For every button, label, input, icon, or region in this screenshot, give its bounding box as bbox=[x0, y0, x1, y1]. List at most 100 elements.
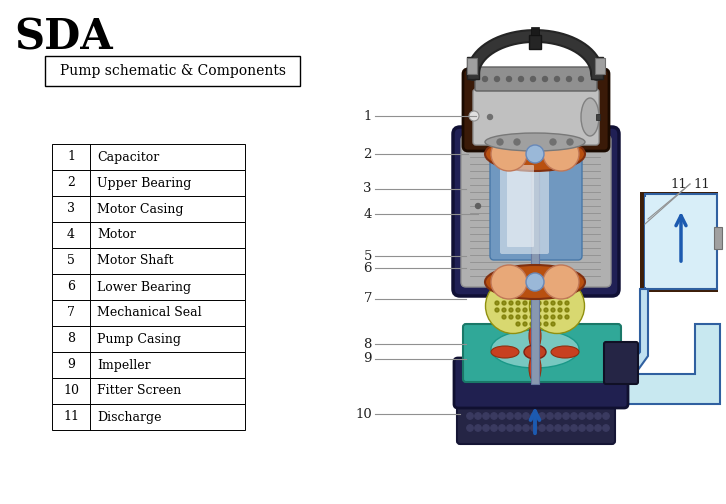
Circle shape bbox=[544, 315, 548, 319]
Circle shape bbox=[491, 425, 497, 431]
Circle shape bbox=[516, 315, 520, 319]
Circle shape bbox=[483, 413, 489, 419]
Text: 6: 6 bbox=[67, 281, 75, 293]
Circle shape bbox=[587, 425, 593, 431]
Circle shape bbox=[555, 425, 561, 431]
Circle shape bbox=[537, 287, 541, 291]
Text: Impeller: Impeller bbox=[97, 358, 150, 371]
Ellipse shape bbox=[491, 346, 519, 358]
FancyBboxPatch shape bbox=[454, 358, 628, 408]
Circle shape bbox=[537, 315, 541, 319]
Circle shape bbox=[514, 139, 520, 145]
FancyBboxPatch shape bbox=[475, 67, 597, 91]
Bar bbox=[596, 114, 600, 120]
Circle shape bbox=[518, 77, 523, 82]
Text: 3: 3 bbox=[67, 203, 75, 216]
Text: 11: 11 bbox=[693, 177, 710, 191]
Circle shape bbox=[516, 322, 520, 326]
Ellipse shape bbox=[529, 354, 541, 382]
Bar bbox=[52, 196, 245, 222]
Circle shape bbox=[551, 315, 555, 319]
Circle shape bbox=[565, 294, 569, 298]
Text: 1: 1 bbox=[67, 151, 75, 163]
Ellipse shape bbox=[526, 145, 544, 163]
Circle shape bbox=[558, 294, 562, 298]
Circle shape bbox=[507, 77, 512, 82]
Circle shape bbox=[499, 413, 505, 419]
Ellipse shape bbox=[485, 133, 585, 151]
Bar bbox=[714, 227, 722, 249]
Circle shape bbox=[544, 287, 548, 291]
Text: 2: 2 bbox=[364, 148, 372, 160]
FancyBboxPatch shape bbox=[604, 342, 638, 384]
Circle shape bbox=[542, 77, 547, 82]
Text: 9: 9 bbox=[364, 352, 372, 365]
Bar bbox=[52, 222, 245, 248]
Circle shape bbox=[523, 294, 527, 298]
Circle shape bbox=[551, 294, 555, 298]
Bar bbox=[52, 170, 245, 196]
Bar bbox=[52, 404, 245, 430]
Text: Capacitor: Capacitor bbox=[97, 151, 159, 163]
Text: 9: 9 bbox=[67, 358, 75, 371]
Bar bbox=[52, 300, 245, 326]
Circle shape bbox=[567, 139, 573, 145]
Text: 4: 4 bbox=[364, 208, 372, 221]
Ellipse shape bbox=[491, 137, 527, 171]
Circle shape bbox=[502, 315, 506, 319]
Circle shape bbox=[579, 413, 585, 419]
Circle shape bbox=[563, 425, 569, 431]
Circle shape bbox=[558, 308, 562, 312]
Circle shape bbox=[523, 322, 527, 326]
Circle shape bbox=[516, 301, 520, 305]
Bar bbox=[640, 192, 718, 292]
Bar bbox=[467, 57, 479, 79]
Circle shape bbox=[555, 77, 560, 82]
Circle shape bbox=[491, 413, 497, 419]
Circle shape bbox=[551, 301, 555, 305]
Circle shape bbox=[516, 308, 520, 312]
Circle shape bbox=[537, 294, 541, 298]
Text: 11: 11 bbox=[670, 177, 687, 191]
Circle shape bbox=[595, 413, 601, 419]
Text: 5: 5 bbox=[364, 249, 372, 263]
Text: Pump schematic & Components: Pump schematic & Components bbox=[60, 64, 285, 78]
Bar bbox=[645, 197, 713, 287]
Text: Fitter Screen: Fitter Screen bbox=[97, 385, 182, 398]
Circle shape bbox=[544, 301, 548, 305]
Polygon shape bbox=[610, 289, 648, 379]
Ellipse shape bbox=[529, 322, 541, 350]
Text: Motor Shaft: Motor Shaft bbox=[97, 255, 174, 268]
Circle shape bbox=[565, 308, 569, 312]
Circle shape bbox=[516, 294, 520, 298]
Ellipse shape bbox=[491, 330, 579, 368]
Circle shape bbox=[497, 139, 503, 145]
Bar bbox=[45, 56, 300, 86]
Circle shape bbox=[509, 301, 513, 305]
Ellipse shape bbox=[526, 273, 544, 291]
Text: 7: 7 bbox=[67, 306, 75, 320]
Circle shape bbox=[495, 301, 499, 305]
Circle shape bbox=[475, 425, 481, 431]
Bar bbox=[467, 58, 477, 74]
Circle shape bbox=[530, 315, 534, 319]
Circle shape bbox=[494, 77, 499, 82]
Ellipse shape bbox=[487, 134, 582, 150]
Circle shape bbox=[537, 308, 541, 312]
Text: Discharge: Discharge bbox=[97, 410, 161, 423]
Ellipse shape bbox=[491, 265, 527, 299]
Text: 2: 2 bbox=[67, 176, 75, 190]
FancyBboxPatch shape bbox=[453, 127, 619, 296]
Text: 10: 10 bbox=[355, 408, 372, 420]
FancyBboxPatch shape bbox=[457, 396, 615, 444]
Text: 6: 6 bbox=[364, 262, 372, 275]
Circle shape bbox=[483, 77, 487, 82]
Ellipse shape bbox=[581, 98, 599, 136]
FancyBboxPatch shape bbox=[463, 324, 621, 382]
Circle shape bbox=[516, 287, 520, 291]
Circle shape bbox=[530, 287, 534, 291]
Bar bbox=[52, 274, 245, 300]
Circle shape bbox=[565, 301, 569, 305]
Circle shape bbox=[566, 77, 571, 82]
Text: Upper Bearing: Upper Bearing bbox=[97, 176, 192, 190]
